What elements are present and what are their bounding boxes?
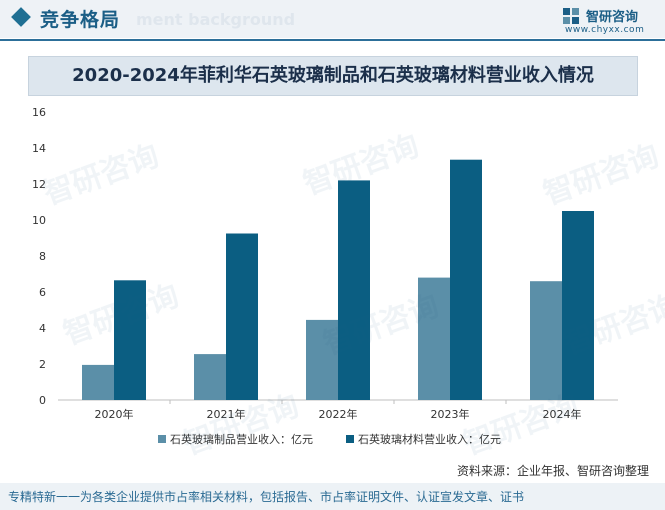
bar-products <box>530 281 562 400</box>
y-tick-label: 2 <box>39 358 46 371</box>
y-tick-label: 12 <box>32 178 46 191</box>
footer-bar <box>0 483 665 510</box>
header-ghost-text: ment background <box>136 10 296 29</box>
x-tick-label: 2020年 <box>95 407 134 421</box>
legend-label: 石英玻璃制品营业收入：亿元 <box>170 432 313 446</box>
section-title: 竞争格局 <box>40 9 121 31</box>
y-tick-label: 14 <box>32 142 46 155</box>
chart-title: 2020-2024年菲利华石英玻璃制品和石英玻璃材料营业收入情况 <box>28 56 638 96</box>
header-divider <box>0 39 665 41</box>
y-tick-label: 4 <box>39 322 46 335</box>
legend-label: 石英玻璃材料营业收入：亿元 <box>358 432 501 446</box>
legend-swatch <box>158 435 166 443</box>
source-note: 资料来源：企业年报、智研咨询整理 <box>456 464 649 478</box>
bar-materials <box>562 211 594 400</box>
x-tick-label: 2022年 <box>319 407 358 421</box>
x-tick-label: 2024年 <box>543 407 582 421</box>
logo-url: www.chyxx.com <box>565 25 645 35</box>
y-tick-label: 8 <box>39 250 46 263</box>
logo-name: 智研咨询 <box>586 10 639 25</box>
x-tick-label: 2023年 <box>431 407 470 421</box>
y-tick-label: 10 <box>32 214 46 227</box>
bar-materials <box>114 280 146 400</box>
y-tick-label: 0 <box>39 394 46 407</box>
bar-products <box>194 354 226 400</box>
legend-swatch <box>346 435 354 443</box>
bar-materials <box>338 180 370 400</box>
bar-chart: 0 2 4 6 8 10 12 14 16 2020年 2021年 2022年 2023年 2024年石英… <box>32 106 618 446</box>
bar-products <box>418 277 450 400</box>
diamond-icon <box>11 7 31 27</box>
y-tick-label: 6 <box>39 286 46 299</box>
header-bar: 竞争格局 ment background 智研咨询 www.chyxx.com <box>0 0 665 38</box>
footer-text: 专精特新一一为各类企业提供市占率相关材料，包括报告、市占率证明文件、认证宣发文章… <box>8 490 525 504</box>
x-tick-label: 2021年 <box>207 407 246 421</box>
bar-products <box>306 319 338 400</box>
y-tick-label: 16 <box>32 106 46 119</box>
zhiyan-logo-icon <box>563 8 579 24</box>
bar-materials <box>450 159 482 400</box>
bar-materials <box>226 233 258 400</box>
bar-products <box>82 364 114 400</box>
